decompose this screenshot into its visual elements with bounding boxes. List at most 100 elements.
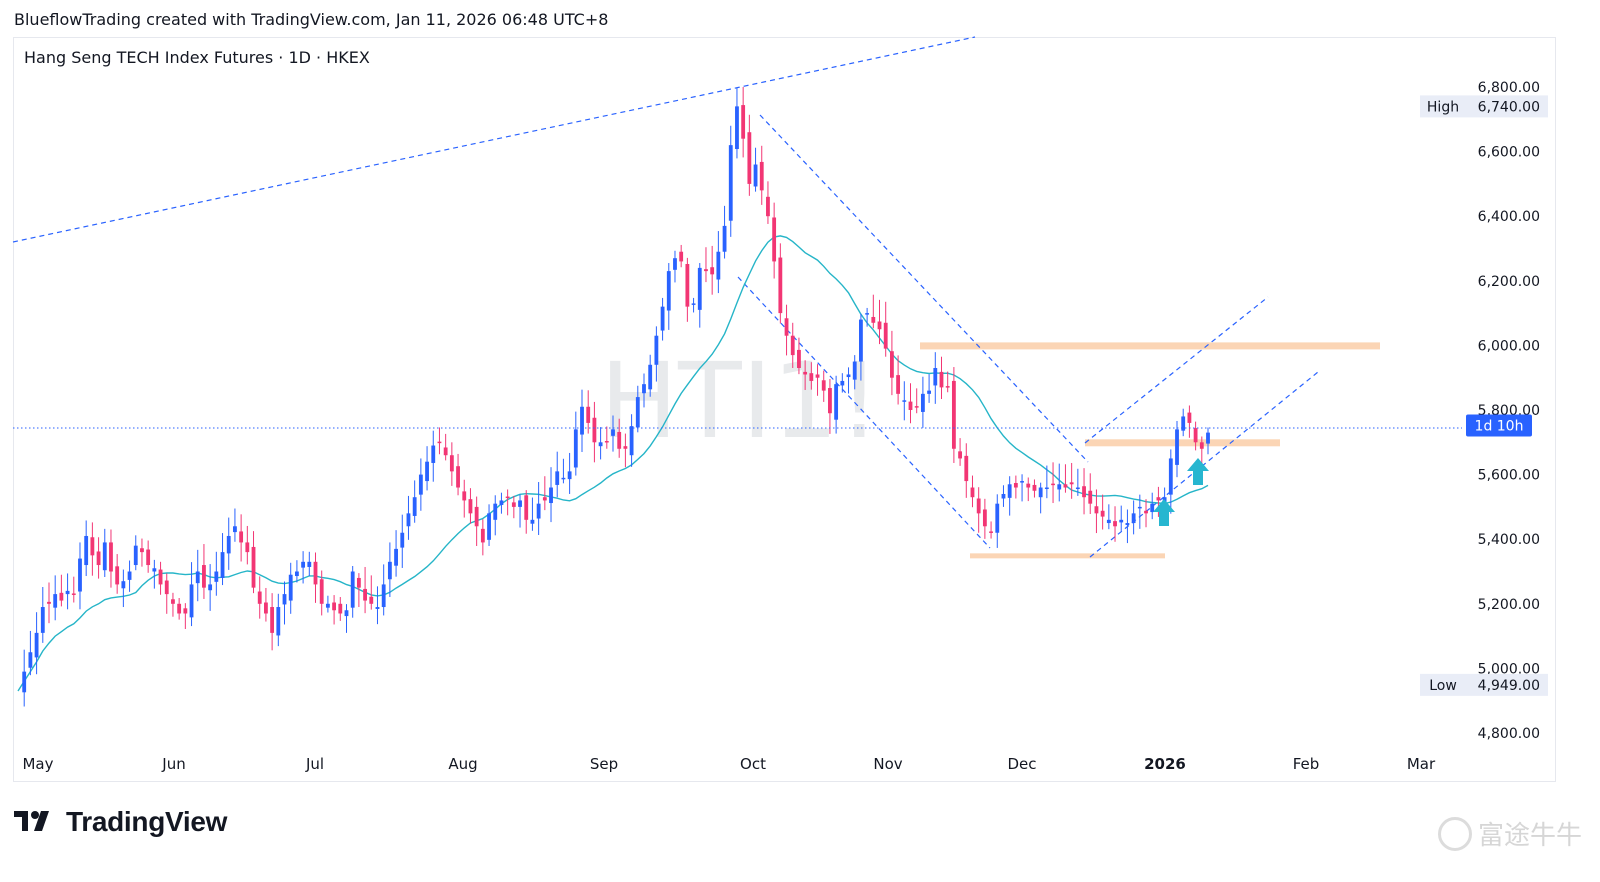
candle	[146, 540, 151, 573]
candle	[375, 586, 380, 625]
candle	[704, 247, 708, 283]
candle	[1144, 499, 1148, 528]
candle	[1082, 468, 1086, 515]
candle	[183, 603, 188, 629]
candle	[294, 560, 299, 583]
candle	[164, 573, 169, 614]
candle	[660, 297, 665, 341]
candle	[741, 87, 746, 158]
candle	[468, 488, 473, 524]
candle	[152, 559, 157, 589]
candle	[381, 564, 386, 616]
candle	[1175, 420, 1179, 478]
candle	[784, 304, 789, 356]
candle	[319, 570, 324, 616]
candle	[635, 385, 640, 433]
candle	[1125, 509, 1130, 544]
candle	[642, 373, 646, 408]
chart-panel[interactable]	[13, 37, 1556, 782]
candle	[1088, 473, 1093, 515]
candle	[437, 427, 442, 455]
y-tick-label: 5,600.00	[1478, 468, 1540, 484]
tradingview-logo-icon	[14, 811, 49, 831]
candle	[1007, 476, 1012, 516]
candle	[245, 525, 250, 565]
candle	[970, 475, 975, 508]
candle	[356, 573, 361, 608]
candle	[96, 537, 101, 579]
candle	[871, 294, 876, 329]
candle	[499, 492, 504, 514]
y-tick-label: 6,000.00	[1478, 338, 1540, 354]
time-axis: May Jun Jul Aug Sep Oct Nov Dec 2026 Feb Mar	[22, 755, 1435, 773]
candle	[338, 597, 343, 621]
asc-channel-upper	[1084, 296, 1269, 444]
candle	[697, 263, 702, 328]
candle	[889, 330, 894, 396]
candle	[418, 458, 423, 511]
x-tick-label: Nov	[873, 755, 902, 773]
candle	[127, 560, 132, 592]
moving-average-line	[17, 235, 1209, 692]
candle	[920, 376, 925, 428]
candle	[877, 299, 882, 345]
horizontal-zones	[920, 342, 1380, 559]
candle	[902, 381, 907, 421]
svg-text:4,949.00: 4,949.00	[1478, 678, 1540, 694]
candle	[1119, 505, 1124, 532]
candle	[573, 411, 578, 476]
candle	[1113, 506, 1117, 542]
long-trendline	[12, 36, 976, 243]
candle	[939, 356, 944, 400]
candle	[716, 231, 721, 294]
x-tick-label: Jun	[161, 755, 185, 773]
candle	[313, 552, 318, 603]
candle	[158, 561, 163, 595]
candle	[766, 181, 770, 224]
candle	[34, 612, 39, 675]
candle	[1069, 462, 1074, 499]
candle	[846, 367, 851, 394]
candle	[536, 482, 541, 536]
candle	[22, 649, 27, 707]
candle	[1020, 474, 1024, 502]
candle	[1038, 482, 1043, 514]
desc-channel-lower	[737, 276, 991, 549]
y-tick-label: 5,200.00	[1478, 597, 1540, 613]
brand-name: TradingView	[66, 806, 228, 837]
arrow-markers	[1153, 458, 1209, 526]
candle	[927, 374, 932, 403]
y-tick-label: 6,800.00	[1478, 80, 1540, 96]
candle	[1150, 492, 1155, 520]
y-tick-label: 6,200.00	[1478, 274, 1540, 290]
candle	[790, 322, 795, 369]
candle	[753, 147, 758, 192]
candlesticks	[22, 87, 1210, 707]
candle	[933, 352, 938, 404]
up-arrow-1-icon	[1153, 499, 1175, 526]
symbol-watermark: HTI1!	[600, 340, 880, 462]
candle	[561, 458, 566, 484]
support-zone	[970, 553, 1165, 559]
candle	[1001, 485, 1006, 507]
candle	[425, 446, 429, 491]
candle	[815, 364, 820, 396]
candle	[140, 538, 144, 567]
candle	[673, 250, 677, 283]
candle	[821, 370, 826, 402]
candle	[623, 433, 628, 468]
candle	[580, 389, 584, 452]
candle	[282, 581, 287, 625]
candle	[524, 490, 529, 534]
candle	[852, 355, 857, 390]
candle	[797, 337, 801, 375]
candle	[747, 114, 752, 196]
candle	[518, 494, 522, 528]
candle	[511, 495, 516, 519]
candle	[1106, 504, 1111, 530]
tradingview-brand[interactable]: TradingView	[14, 806, 227, 838]
candle	[71, 576, 76, 603]
candle	[90, 522, 95, 576]
candle	[462, 479, 467, 518]
